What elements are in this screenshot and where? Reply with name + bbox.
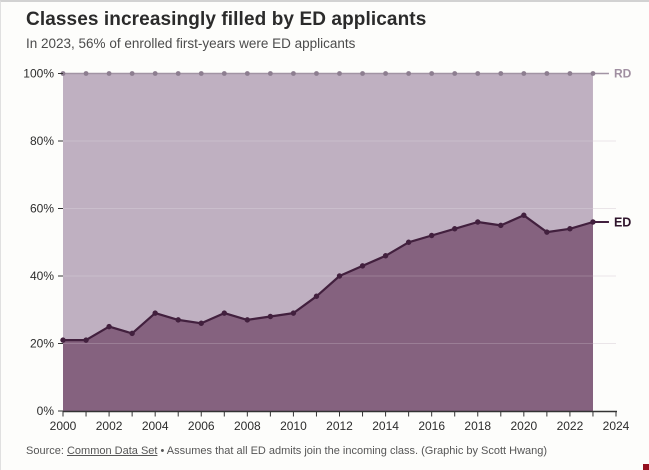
rd-point <box>452 71 458 76</box>
x-tick-label: 2000 <box>50 419 77 433</box>
ed-line <box>63 214 594 342</box>
ed-point <box>544 229 550 235</box>
ed-point <box>267 313 274 320</box>
rd-point <box>106 71 112 76</box>
rd-point <box>429 71 435 76</box>
ed-area <box>63 215 593 411</box>
corner-artifact <box>643 464 649 470</box>
rd-point <box>314 71 319 76</box>
ed-point <box>198 320 204 326</box>
rd-point <box>406 71 412 76</box>
rd-point <box>360 71 365 76</box>
page-title: Classes increasingly filled by ED applic… <box>26 9 427 30</box>
rd-point <box>129 71 135 76</box>
rd-label: RD <box>614 67 632 81</box>
x-tick-label: 2006 <box>188 419 215 433</box>
x-tick-label: 2004 <box>142 419 169 433</box>
rd-point <box>521 71 527 76</box>
ed-point <box>290 310 297 316</box>
source-prefix: Source: <box>26 445 67 457</box>
ed-label: ED <box>614 216 631 230</box>
y-tick-label: 60% <box>30 202 54 216</box>
ed-point <box>428 232 435 239</box>
ed-point <box>221 310 227 316</box>
x-tick-label: 2016 <box>418 419 445 433</box>
rd-point <box>221 71 227 76</box>
ed-point <box>244 317 251 323</box>
source-line: Source: Common Data Set • Assumes that a… <box>26 445 547 457</box>
x-tick-label: 2022 <box>557 419 584 433</box>
rd-point <box>291 71 296 76</box>
source-suffix: • Assumes that all ED admits join the in… <box>157 445 548 457</box>
rd-point <box>590 71 596 76</box>
rd-point <box>544 71 550 76</box>
chart-subtitle: In 2023, 56% of enrolled first-years wer… <box>26 36 356 51</box>
ed-point <box>521 212 527 218</box>
rd-point <box>498 71 504 76</box>
ed-point <box>405 239 412 245</box>
x-tick-label: 2008 <box>234 419 261 433</box>
y-tick-label: 40% <box>30 269 54 283</box>
ed-point <box>590 219 596 225</box>
ed-point <box>129 330 135 337</box>
y-tick-label: 0% <box>37 404 55 418</box>
ed-point <box>83 337 89 343</box>
source-link[interactable]: Common Data Set <box>66 445 158 457</box>
rd-point <box>198 71 204 76</box>
rd-point <box>475 71 481 76</box>
rd-point <box>244 71 250 76</box>
x-tick-label: 2014 <box>372 419 399 433</box>
rd-point <box>267 71 273 76</box>
ed-point <box>475 219 481 225</box>
ed-point <box>567 226 573 232</box>
x-tick-label: 2020 <box>510 419 537 433</box>
ed-point <box>313 293 320 299</box>
rd-point <box>175 71 181 76</box>
ed-point <box>152 310 158 316</box>
ed-point <box>60 337 66 343</box>
ed-point <box>336 273 343 279</box>
x-tick-label: 2002 <box>96 419 123 433</box>
rd-point <box>383 71 388 76</box>
ed-point <box>498 222 504 229</box>
rd-point <box>567 71 573 76</box>
x-tick-label: 2010 <box>280 419 307 433</box>
y-tick-label: 80% <box>30 134 54 148</box>
ed-point <box>452 226 458 232</box>
ed-point <box>106 323 112 330</box>
ed-point <box>382 253 389 259</box>
rd-point <box>337 71 342 76</box>
rd-point <box>83 71 89 76</box>
x-tick-label: 2018 <box>464 419 491 433</box>
ed-point <box>175 317 181 323</box>
x-tick-label: 2012 <box>326 419 353 433</box>
rd-point <box>152 71 158 76</box>
ed-point <box>359 263 366 269</box>
x-tick-label: 2024 <box>603 419 630 433</box>
y-tick-label: 100% <box>23 67 54 81</box>
y-tick-label: 20% <box>30 337 54 351</box>
